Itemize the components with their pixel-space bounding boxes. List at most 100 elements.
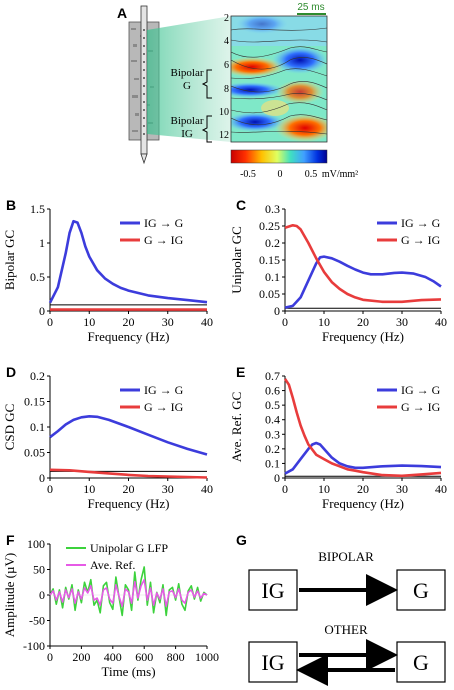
depth-label: 2 xyxy=(224,13,229,24)
colorbar-tick: 0 xyxy=(278,169,283,180)
series-line xyxy=(49,468,208,479)
x-tick-label: 1000 xyxy=(195,650,219,664)
y-tick-label: 0.7 xyxy=(265,369,280,383)
chart-csd-gc: 0 10 20 30 40 0 0.05 0.1 0.15 0.2 Frequency (Hz) CS… xyxy=(2,369,213,511)
y-axis-label: Unipolar GC xyxy=(229,226,244,294)
x-tick-label: 30 xyxy=(162,482,174,496)
y-tick-label: 0.4 xyxy=(265,413,280,427)
bipolar-ig-label: Bipolar xyxy=(171,115,204,127)
y-tick-label: 0.5 xyxy=(265,398,280,412)
bipolar-ig-bracket xyxy=(201,115,212,143)
ig-box xyxy=(248,641,298,683)
bipolar-label: BIPOLAR xyxy=(318,549,374,564)
bipolar-g-bracket xyxy=(201,69,212,99)
x-tick-label: 20 xyxy=(357,482,369,496)
x-axis-label: Frequency (Hz) xyxy=(88,329,170,344)
legend-label: IG → G xyxy=(144,383,184,397)
x-tick-label: 40 xyxy=(435,482,447,496)
ig-box-label: IG xyxy=(261,650,284,675)
legend-label: G → IG xyxy=(144,400,184,414)
series-line xyxy=(284,255,442,309)
y-tick-label: 0.1 xyxy=(265,456,280,470)
scale-bar-label: 25 ms xyxy=(297,2,324,13)
x-tick-label: 0 xyxy=(282,482,288,496)
panel-letter-c: C xyxy=(236,197,247,213)
depth-label: 4 xyxy=(224,36,229,47)
x-axis-label: Frequency (Hz) xyxy=(88,496,170,511)
y-tick-label: 100 xyxy=(27,537,45,551)
bipolar-g-label: G xyxy=(183,80,191,92)
y-tick-label: 0.15 xyxy=(24,395,45,409)
other-label: OTHER xyxy=(324,622,368,637)
y-tick-label: 0.15 xyxy=(259,253,280,267)
x-tick-label: 40 xyxy=(435,315,447,329)
chart-amplitude-trace: 0 200 400 600 800 1000 -100 -50 0 50 100 Time (ms) A… xyxy=(2,537,219,679)
y-tick-label: 0.25 xyxy=(259,219,280,233)
x-tick-label: 0 xyxy=(47,315,53,329)
y-tick-label: 1 xyxy=(39,236,45,250)
y-tick-label: 0.3 xyxy=(265,427,280,441)
x-tick-label: 30 xyxy=(396,482,408,496)
legend-label: IG → G xyxy=(144,216,184,230)
legend-label: Ave. Ref. xyxy=(90,558,135,572)
bipolar-g-label: Bipolar xyxy=(171,67,204,79)
g-box-label: G xyxy=(413,650,429,675)
legend-label: IG → G xyxy=(401,216,441,230)
y-tick-label: -50 xyxy=(29,614,45,628)
x-tick-label: 30 xyxy=(396,315,408,329)
x-tick-label: 10 xyxy=(83,315,95,329)
x-tick-label: 400 xyxy=(104,650,122,664)
legend-label: G → IG xyxy=(401,400,441,414)
panel-letter-g: G xyxy=(236,532,247,548)
y-tick-label: 50 xyxy=(33,563,45,577)
x-axis-label: Frequency (Hz) xyxy=(322,329,404,344)
legend-label: Unipolar G LFP xyxy=(90,541,168,555)
y-tick-label: 0 xyxy=(39,471,45,485)
x-tick-label: 20 xyxy=(357,315,369,329)
y-axis-label: Amplitude (µV) xyxy=(2,553,17,637)
y-axis-label: Ave. Ref. GC xyxy=(229,392,244,463)
x-tick-label: 0 xyxy=(47,482,53,496)
y-tick-label: 0.2 xyxy=(265,236,280,250)
x-tick-label: 30 xyxy=(162,315,174,329)
y-tick-label: 0.1 xyxy=(30,420,45,434)
depth-label: 6 xyxy=(224,60,229,71)
y-tick-label: 0.1 xyxy=(265,270,280,284)
ig-box-label: IG xyxy=(261,578,284,603)
x-tick-label: 40 xyxy=(201,315,213,329)
x-axis-label: Frequency (Hz) xyxy=(322,496,404,511)
series-line xyxy=(283,378,442,478)
depth-label: 10 xyxy=(219,107,229,118)
x-tick-label: 10 xyxy=(318,315,330,329)
bipolar-ig-label: IG xyxy=(181,128,193,140)
series-line xyxy=(48,219,208,304)
g-box-label: G xyxy=(413,578,429,603)
panel-a-figure: 2 4 6 8 10 12 Bipolar G Bipolar IG 25 ms… xyxy=(128,2,358,180)
colorbar xyxy=(230,149,328,164)
series-line xyxy=(49,414,208,456)
chart-ave-ref-gc: 0 10 20 30 40 00.10.20.30.40.50.60.7 Frequency… xyxy=(229,369,447,511)
x-tick-label: 10 xyxy=(318,482,330,496)
legend-label: IG → G xyxy=(401,383,441,397)
csd-heatmap xyxy=(231,16,327,142)
y-tick-label: 0.05 xyxy=(24,446,45,460)
y-tick-label: 0.3 xyxy=(265,202,280,216)
colorbar-unit: mV/mm² xyxy=(322,169,358,180)
probe-projection-fan xyxy=(147,16,231,142)
y-tick-label: 0 xyxy=(274,471,280,485)
chart-bipolar-gc: 0 10 20 30 40 0 0.5 1 1.5 Frequency (Hz) Bipolar G… xyxy=(2,202,213,344)
panel-g-diagram: BIPOLAR IG G OTHER IG G xyxy=(248,549,446,686)
x-tick-label: 0 xyxy=(47,650,53,664)
panel-letter-b: B xyxy=(6,197,17,213)
depth-label: 8 xyxy=(224,84,229,95)
y-tick-label: 1.5 xyxy=(30,202,45,216)
y-tick-label: 0 xyxy=(39,588,45,602)
panel-letter-d: D xyxy=(6,364,17,380)
colorbar-tick: 0.5 xyxy=(305,169,318,180)
y-tick-label: 0 xyxy=(39,304,45,318)
g-box xyxy=(396,569,446,611)
y-tick-label: -100 xyxy=(23,639,45,653)
panel-letter-a: A xyxy=(117,5,128,21)
y-tick-label: 0.2 xyxy=(265,442,280,456)
y-tick-label: 0 xyxy=(274,304,280,318)
